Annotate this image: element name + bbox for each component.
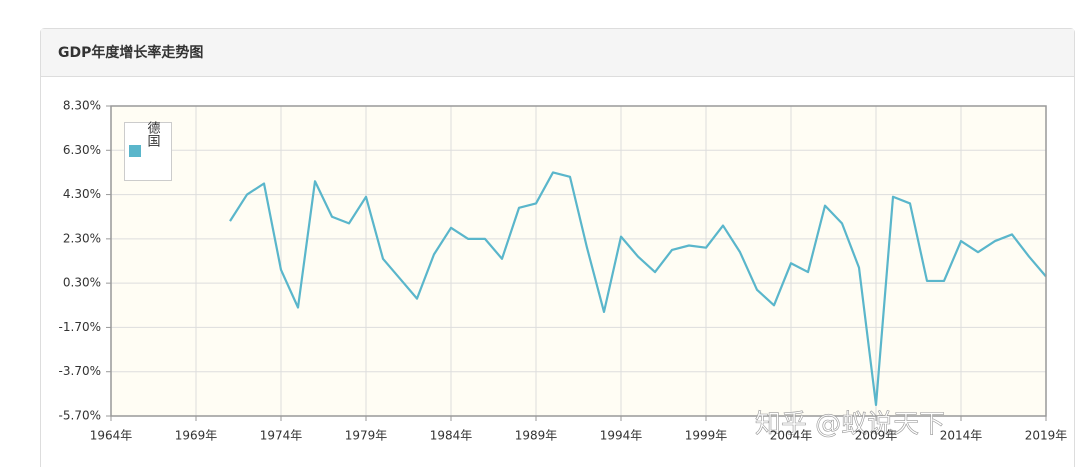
y-tick-label: -5.70% bbox=[59, 409, 101, 423]
y-tick-label: 6.30% bbox=[63, 143, 101, 157]
x-tick-label: 2009年 bbox=[855, 429, 898, 443]
y-tick-label: 4.30% bbox=[63, 187, 101, 201]
x-tick-label: 2004年 bbox=[770, 429, 813, 443]
x-tick-label: 1964年 bbox=[90, 429, 133, 443]
y-tick-label: 8.30% bbox=[63, 99, 101, 113]
y-tick-label: -1.70% bbox=[59, 320, 101, 334]
x-tick-label: 2014年 bbox=[940, 429, 983, 443]
y-tick-label: 0.30% bbox=[63, 276, 101, 290]
panel-header bbox=[41, 29, 1074, 76]
x-tick-label: 1999年 bbox=[685, 429, 728, 443]
x-tick-label: 1984年 bbox=[430, 429, 473, 443]
panel-title: GDP年度增长率走势图 bbox=[58, 44, 203, 61]
plot-border bbox=[110, 105, 1047, 417]
x-tick-label: 2019年 bbox=[1025, 429, 1068, 443]
x-tick-label: 1969年 bbox=[175, 429, 218, 443]
x-tick-label: 1989年 bbox=[515, 429, 558, 443]
x-tick-label: 1979年 bbox=[345, 429, 388, 443]
x-tick-label: 1994年 bbox=[600, 429, 643, 443]
y-tick-label: -3.70% bbox=[59, 364, 101, 378]
plot-area bbox=[111, 106, 1046, 416]
watermark: 知乎 @蚁说天下 bbox=[755, 410, 945, 440]
legend-swatch bbox=[129, 145, 141, 157]
y-tick-label: 2.30% bbox=[63, 231, 101, 245]
series-line bbox=[229, 171, 1047, 407]
legend-label: 德国 bbox=[145, 121, 161, 147]
x-tick-label: 1974年 bbox=[260, 429, 303, 443]
